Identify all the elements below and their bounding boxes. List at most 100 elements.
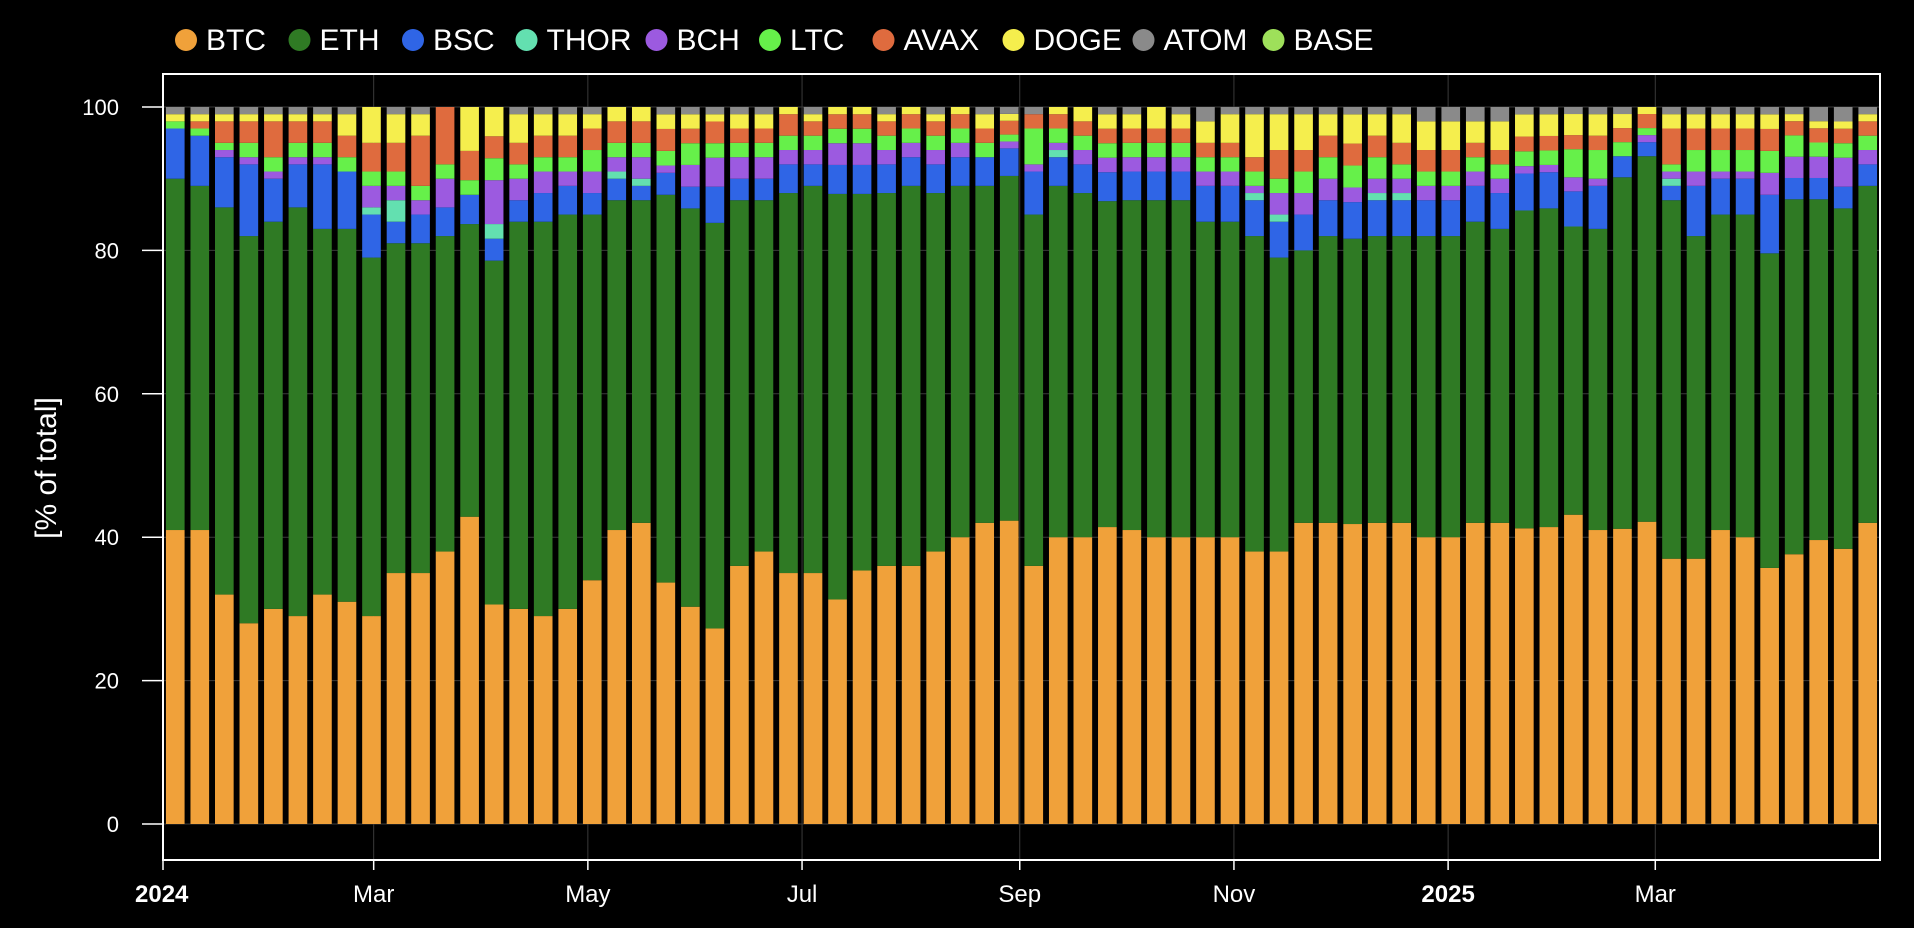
- bar-btc-2025-02-17: [1613, 528, 1632, 824]
- bar-bsc-2025-01-13: [1490, 193, 1510, 229]
- bar-doge-2024-04-29: [582, 114, 602, 129]
- bar-avax-2024-06-03: [705, 121, 725, 144]
- bar-ltc-2024-08-19: [975, 142, 995, 158]
- x-axis-ticks: 2024 Mar May Jul Sep Nov 2025 Mar: [135, 860, 1676, 908]
- bar-avax-2024-06-24: [779, 114, 798, 136]
- bar-avax-2025-03-03: [1662, 128, 1681, 165]
- bar-bch-2025-02-10: [1588, 178, 1608, 186]
- bar-stack-2025-02-03: [1564, 107, 1583, 824]
- bar-bch-2024-07-22: [877, 150, 896, 165]
- bar-eth-2024-06-24: [779, 193, 798, 574]
- bar-bsc-2024-01-01: [165, 128, 185, 179]
- bar-doge-2025-03-03: [1662, 114, 1681, 129]
- x-tick-label-1: Mar: [353, 881, 394, 908]
- bar-bch-2024-09-30: [1122, 157, 1142, 172]
- bar-doge-2024-02-19: [337, 114, 357, 136]
- bar-stack-2024-09-16: [1073, 107, 1093, 824]
- bar-ltc-2024-09-02: [1024, 128, 1044, 165]
- bar-stack-2024-11-18: [1294, 107, 1313, 824]
- bar-doge-2024-05-27: [681, 114, 700, 129]
- bar-btc-2025-01-13: [1490, 522, 1510, 824]
- bar-btc-2024-08-26: [999, 520, 1019, 824]
- bar-ltc-2024-12-09: [1367, 157, 1387, 179]
- legend-item-ltc: LTC: [759, 24, 844, 57]
- bar-bsc-2024-03-04: [386, 221, 406, 244]
- bar-btc-2025-03-17: [1711, 530, 1730, 824]
- bar-eth-2024-07-22: [877, 193, 896, 566]
- bar-ltc-2024-04-29: [582, 150, 602, 172]
- bar-atom-2024-06-17: [754, 107, 774, 115]
- bar-bsc-2024-08-26: [999, 148, 1019, 176]
- bar-bsc-2024-09-30: [1122, 171, 1142, 201]
- bar-btc-2024-12-30: [1441, 537, 1461, 824]
- bar-ltc-2024-10-14: [1171, 142, 1191, 158]
- bar-ltc-2025-02-03: [1564, 149, 1583, 178]
- bar-eth-2024-04-01: [484, 260, 504, 605]
- bar-doge-2024-05-06: [607, 107, 627, 122]
- bar-avax-2024-10-21: [1196, 142, 1215, 158]
- bar-avax-2025-01-06: [1465, 142, 1485, 158]
- bar-atom-2024-05-20: [656, 107, 676, 115]
- bar-atom-2024-02-12: [313, 107, 332, 115]
- bar-eth-2024-10-14: [1171, 200, 1191, 538]
- bar-stack-2024-01-15: [215, 107, 234, 824]
- bar-btc-2024-10-21: [1196, 537, 1215, 824]
- bar-bch-2024-11-11: [1269, 193, 1289, 215]
- bar-bsc-2024-01-08: [190, 135, 210, 186]
- bar-ltc-2024-10-21: [1196, 157, 1215, 172]
- bar-atom-2024-10-21: [1196, 107, 1215, 122]
- bar-btc-2024-04-01: [484, 604, 504, 824]
- bar-avax-2024-11-04: [1245, 157, 1264, 172]
- bar-atom-2024-06-10: [730, 107, 749, 115]
- bar-bsc-2025-02-10: [1588, 185, 1608, 229]
- bar-doge-2024-06-24: [779, 107, 798, 115]
- bar-btc-2024-02-12: [313, 594, 332, 824]
- bar-avax-2024-09-02: [1024, 114, 1044, 129]
- bar-bsc-2024-02-12: [313, 164, 332, 229]
- bar-stack-2024-03-11: [411, 107, 430, 824]
- bar-ltc-2024-06-03: [705, 143, 725, 158]
- bar-avax-2024-11-25: [1318, 135, 1338, 158]
- bar-avax-2024-12-02: [1343, 143, 1362, 166]
- bar-eth-2024-02-12: [313, 228, 332, 595]
- bar-avax-2024-06-17: [754, 128, 774, 143]
- bar-btc-2025-02-10: [1588, 530, 1608, 824]
- bar-thor-2024-04-01: [484, 224, 504, 239]
- bar-ltc-2025-04-14: [1809, 142, 1828, 157]
- bar-thor-2024-03-04: [386, 200, 406, 222]
- y-tick-label-40: 40: [95, 525, 119, 550]
- bar-bsc-2024-03-25: [460, 194, 479, 225]
- bar-stack-2024-03-25: [460, 107, 479, 824]
- bar-eth-2025-04-14: [1809, 199, 1828, 541]
- bar-atom-2025-01-06: [1465, 107, 1485, 122]
- bar-stack-2025-04-07: [1784, 107, 1804, 824]
- bar-ltc-2025-01-06: [1465, 157, 1485, 172]
- bar-avax-2024-05-06: [607, 121, 627, 143]
- bar-atom-2025-02-17: [1613, 107, 1632, 115]
- bar-doge-2024-07-15: [852, 107, 872, 115]
- bar-atom-2025-02-10: [1588, 107, 1608, 115]
- bar-stack-2024-01-29: [264, 107, 283, 824]
- bar-bch-2024-06-03: [705, 157, 725, 187]
- bar-btc-2024-03-18: [435, 551, 455, 824]
- bar-doge-2024-01-15: [215, 114, 234, 122]
- bar-bsc-2024-02-26: [362, 214, 381, 258]
- bar-bch-2024-08-26: [999, 141, 1019, 149]
- bar-stack-2024-07-01: [803, 107, 823, 824]
- bar-bsc-2025-02-03: [1564, 191, 1583, 227]
- bar-stack-2025-02-10: [1588, 107, 1608, 824]
- legend-label-thor: THOR: [547, 24, 632, 57]
- bar-atom-2024-11-11: [1269, 107, 1289, 115]
- bar-stack-2024-03-18: [435, 107, 455, 824]
- bar-ltc-2025-02-10: [1588, 150, 1608, 179]
- bar-stack-2025-04-28: [1858, 107, 1878, 824]
- legend-swatch-btc: [175, 29, 197, 51]
- bar-avax-2024-08-19: [975, 128, 995, 143]
- bar-bsc-2024-12-30: [1441, 200, 1461, 237]
- bar-bsc-2024-05-20: [656, 172, 676, 195]
- bar-avax-2025-04-07: [1784, 121, 1804, 136]
- bar-eth-2024-01-15: [215, 207, 234, 595]
- legend-item-avax: AVAX: [872, 24, 979, 57]
- bar-eth-2024-11-04: [1245, 236, 1264, 552]
